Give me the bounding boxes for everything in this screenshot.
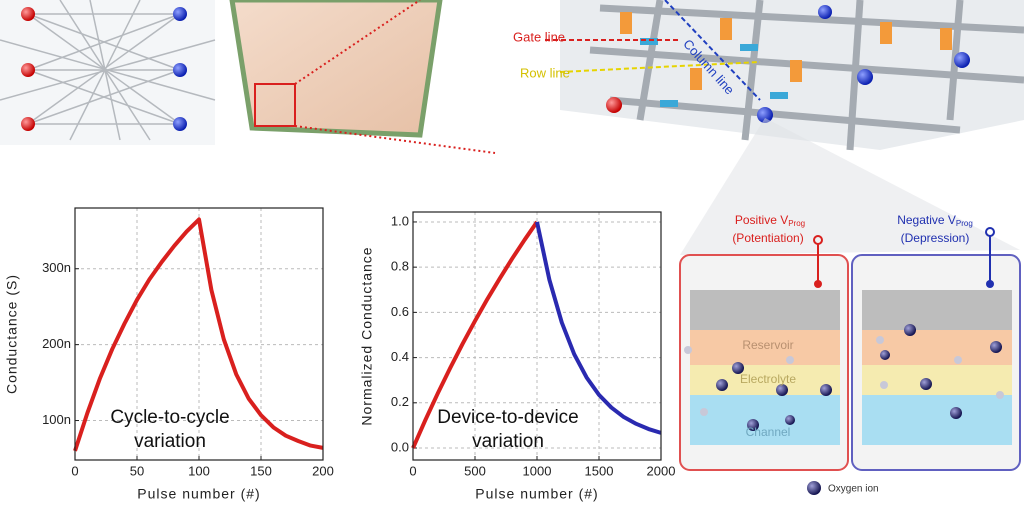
x-axis-label: Pulse number (#) (475, 486, 598, 502)
negative-subscript: Prog (956, 219, 973, 228)
chip (229, 0, 496, 154)
charts: 0 50 100 150 200 100n 200n 300n Pulse number (#)… (4, 207, 676, 502)
negative-label: Negative VProg (897, 213, 973, 228)
row-line-label: Row line (520, 65, 570, 80)
plot-frame (412, 211, 662, 461)
layer-label: Channel (746, 425, 791, 439)
x-tick-label: 1500 (585, 463, 614, 478)
oxygen-ion-label: Oxygen ion (828, 484, 879, 495)
x-tick-label: 0 (409, 463, 416, 478)
crossbar-array: Gate line Row line Column line (513, 0, 1024, 151)
y-tick-label: 0.0 (391, 439, 409, 454)
x-tick-label: 150 (250, 463, 272, 478)
potentiation-label: (Potentiation) (732, 231, 803, 245)
data-line (535, 221, 662, 435)
y-tick-label: 100n (42, 412, 71, 427)
y-tick-label: 0.8 (391, 259, 409, 274)
x-axis-label: Pulse number (#) (137, 486, 260, 502)
callout (680, 118, 1020, 255)
negative-text: Negative V (897, 213, 956, 227)
x-tick-label: 1000 (523, 463, 552, 478)
data-line (411, 220, 539, 449)
depression-label: (Depression) (901, 231, 970, 245)
positive-text: Positive V (735, 213, 788, 227)
x-tick-label: 2000 (647, 463, 676, 478)
data-line (73, 217, 324, 452)
x-tick-label: 200 (312, 463, 334, 478)
positive-subscript: Prog (788, 219, 805, 228)
y-tick-label: 0.6 (391, 304, 409, 319)
layer-label: Electrolyte (740, 372, 796, 386)
annotation: variation (472, 431, 544, 452)
neural-network (0, 0, 216, 145)
layer-label: Reservoir (742, 338, 793, 352)
y-tick-label: 0.2 (391, 394, 409, 409)
y-tick-label: 300n (42, 260, 71, 275)
x-tick-label: 0 (71, 463, 78, 478)
device-panels: Positive VProg (Potentiation) Negative V… (679, 213, 1021, 495)
gate-line-label: Gate line (513, 29, 565, 44)
y-tick-label: 0.4 (391, 349, 409, 364)
plot-frame (74, 207, 324, 461)
annotation: Cycle-to-cycle (110, 407, 229, 428)
x-tick-label: 500 (464, 463, 486, 478)
y-tick-label: 200n (42, 336, 71, 351)
annotation: variation (134, 431, 206, 452)
x-tick-label: 100 (188, 463, 210, 478)
y-tick-label: 1.0 (391, 213, 409, 228)
annotation: Device-to-device (437, 407, 579, 428)
y-axis-label: Conductance (S) (4, 274, 20, 394)
x-tick-label: 50 (130, 463, 144, 478)
y-axis-label: Normalized Conductance (359, 246, 375, 425)
positive-label: Positive VProg (735, 213, 805, 228)
